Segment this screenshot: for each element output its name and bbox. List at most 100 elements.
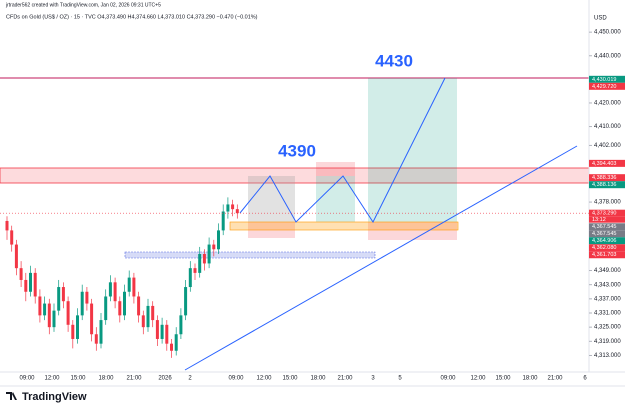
candle-body (141, 315, 145, 328)
price-badge-label: 4,367.545 (592, 231, 616, 237)
price-badge-label: 4,388.136 (592, 182, 616, 188)
y-tick-label: 4,313.000 (594, 353, 621, 359)
price-badge-label: 4,388.336 (592, 175, 616, 181)
candle-body (24, 279, 28, 292)
candle-body (10, 230, 14, 245)
x-tick-label: 5 (398, 376, 402, 382)
candle-body (43, 303, 47, 316)
candle-body (61, 287, 65, 302)
candle-body (19, 268, 23, 280)
annotation: 4390 (278, 141, 316, 160)
price-badge-label: 4,362.080 (592, 245, 616, 251)
candle-body (221, 211, 225, 231)
candle-body (193, 268, 197, 273)
price-badge (589, 75, 625, 83)
currency: USD (594, 16, 607, 22)
candle-body (76, 315, 79, 339)
candle-body (188, 268, 192, 288)
x-tick-label: 21:00 (337, 376, 353, 382)
candle-body (113, 282, 117, 302)
price-badge-label: 4,367.545 (592, 224, 616, 230)
candle-body (66, 301, 70, 325)
candle-body (174, 334, 178, 351)
y-tick-label: 4,440.000 (594, 53, 621, 59)
candle-body (5, 220, 9, 231)
candle-body (137, 296, 141, 316)
candle-body (179, 315, 183, 335)
position-box (368, 78, 457, 222)
candle-body (207, 244, 211, 264)
price-badge-label: 4,373.290 (592, 211, 616, 217)
candle-body (123, 291, 126, 316)
y-tick-label: 4,420.000 (594, 101, 621, 107)
x-tick-label: 12:00 (44, 376, 60, 382)
projection-path (239, 77, 446, 224)
candle-body (99, 320, 103, 344)
x-tick-label: 12:00 (470, 376, 486, 382)
candle-body (155, 320, 159, 339)
price-badge-label: 4,394.403 (592, 161, 616, 167)
price-badge-label: 4,361.703 (592, 252, 616, 258)
x-tick-label: 18:00 (98, 376, 114, 382)
annotation: 4430 (375, 51, 413, 70)
x-tick-label: 3 (371, 376, 375, 382)
y-tick-label: 4,343.000 (594, 282, 621, 288)
y-tick-label: 4,331.000 (594, 311, 621, 317)
candle-body (118, 301, 122, 316)
candle-body (52, 310, 56, 328)
x-tick-label: 18:00 (522, 376, 538, 382)
countdown: 13:12 (592, 217, 606, 223)
y-tick-label: 4,402.000 (594, 143, 621, 149)
candle-body (217, 230, 220, 250)
x-tick-label: 09:00 (19, 376, 35, 382)
x-tick-label: 15:00 (495, 376, 511, 382)
price-badge (589, 251, 625, 259)
candle-body (235, 209, 239, 214)
position-box (248, 176, 295, 222)
candle-body (127, 277, 131, 292)
candle-body (132, 277, 136, 297)
price-badge (589, 82, 625, 90)
x-tick-label: 15:00 (70, 376, 86, 382)
candle-body (14, 244, 18, 269)
x-tick-label: 6 (583, 376, 587, 382)
candle-body (165, 324, 169, 344)
price-badge-label: 4,364.906 (592, 238, 616, 244)
price-badge (589, 237, 625, 245)
price-badge-label: 4,430.019 (592, 77, 616, 83)
candle-body (57, 287, 61, 311)
price-badge (589, 181, 625, 189)
price-badge (589, 159, 625, 167)
candle-body (231, 204, 235, 210)
price-badge (589, 209, 625, 217)
price-badge (589, 244, 625, 252)
y-tick-label: 4,410.000 (594, 124, 621, 130)
candle-body (47, 303, 51, 328)
price-badge (589, 174, 625, 182)
candle-body (38, 296, 42, 316)
x-tick-label: 18:00 (310, 376, 326, 382)
y-tick-label: 4,337.000 (594, 296, 621, 302)
candle-body (33, 272, 37, 297)
candle-body (184, 287, 188, 316)
x-tick-label: 2 (188, 376, 192, 382)
candle-body (226, 204, 230, 212)
y-tick-label: 4,325.000 (594, 325, 621, 331)
candle-body (198, 254, 202, 273)
candle-body (71, 324, 75, 339)
y-tick-label: 4,450.000 (594, 30, 621, 36)
y-tick-label: 4,349.000 (594, 268, 621, 274)
position-box (368, 222, 457, 240)
y-tick-label: 4,319.000 (594, 339, 621, 345)
price-badge (589, 230, 625, 238)
candle-body (104, 296, 108, 321)
x-tick-label: 21:00 (126, 376, 142, 382)
candle-body (85, 291, 89, 304)
position-box (316, 162, 355, 176)
candle-body (94, 334, 98, 344)
entry-zone (229, 221, 459, 231)
candle-body (151, 305, 155, 321)
trendline (184, 145, 578, 371)
candle-body (80, 291, 84, 316)
